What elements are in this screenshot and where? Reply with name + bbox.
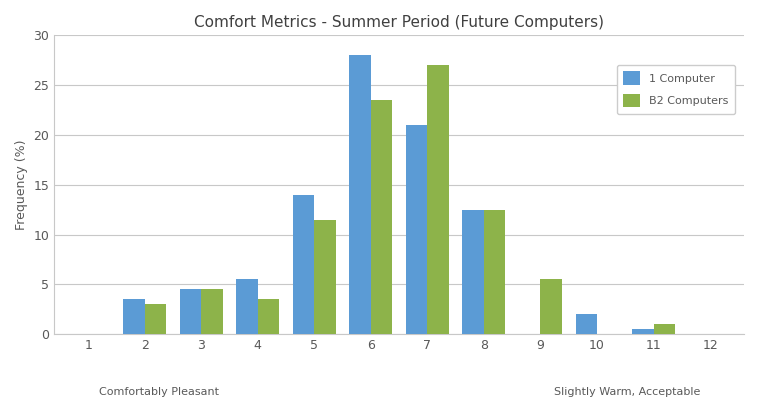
Bar: [575, 314, 597, 334]
Bar: [540, 279, 562, 334]
Text: Slightly Warm, Acceptable: Slightly Warm, Acceptable: [554, 387, 701, 397]
Y-axis label: Frequency (%): Frequency (%): [15, 140, 28, 230]
Title: Comfort Metrics - Summer Period (Future Computers): Comfort Metrics - Summer Period (Future …: [194, 15, 604, 30]
Text: Comfortably Pleasant: Comfortably Pleasant: [99, 387, 219, 397]
Legend: 1 Computer, B2 Computers: 1 Computer, B2 Computers: [617, 65, 735, 114]
Bar: [406, 125, 427, 334]
Bar: [484, 210, 505, 334]
Bar: [201, 289, 222, 334]
Bar: [462, 210, 484, 334]
Bar: [180, 289, 201, 334]
Bar: [145, 304, 166, 334]
Bar: [632, 329, 653, 334]
Bar: [427, 65, 449, 334]
Bar: [123, 299, 145, 334]
Bar: [258, 299, 279, 334]
Bar: [371, 100, 392, 334]
Bar: [236, 279, 258, 334]
Bar: [653, 324, 675, 334]
Bar: [293, 195, 314, 334]
Bar: [349, 55, 371, 334]
Bar: [314, 219, 335, 334]
